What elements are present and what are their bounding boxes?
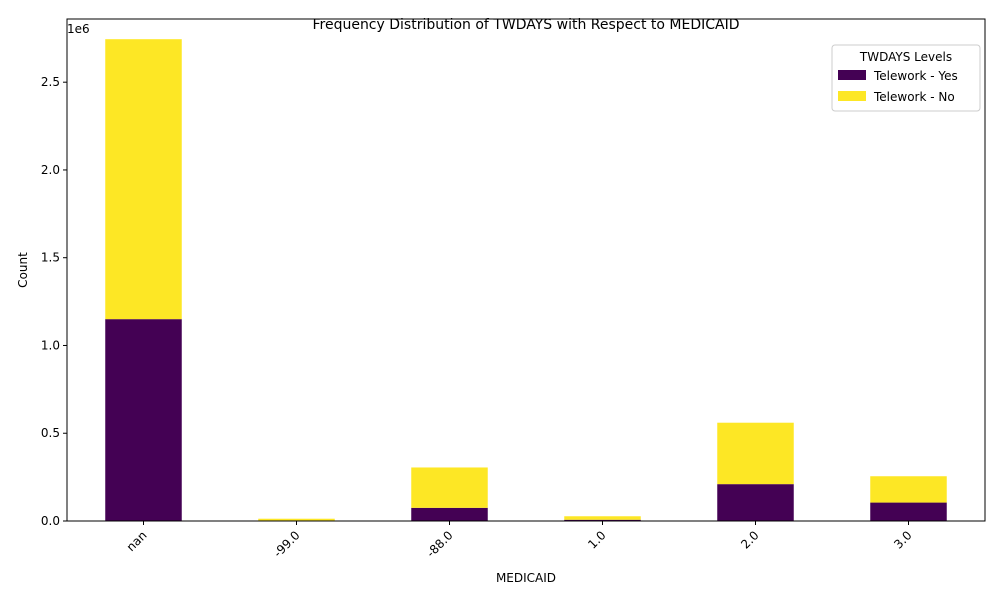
legend-label-telework-no: Telework - No bbox=[873, 90, 955, 104]
y-tick-label: 0.5 bbox=[41, 426, 60, 440]
x-tick-label: -99.0 bbox=[271, 528, 303, 560]
legend-title: TWDAYS Levels bbox=[859, 50, 952, 64]
x-tick-label: -88.0 bbox=[424, 528, 456, 560]
legend: TWDAYS Levels Telework - Yes Telework - … bbox=[831, 44, 981, 112]
y-axis-offset-label: 1e6 bbox=[67, 22, 90, 36]
legend-swatch-telework-no bbox=[838, 91, 866, 101]
bar-telework-yes-0 bbox=[105, 319, 182, 521]
chart-title: Frequency Distribution of TWDAYS with Re… bbox=[312, 17, 739, 33]
bar-telework-no-1 bbox=[258, 518, 335, 521]
bar-telework-no-0 bbox=[105, 39, 182, 320]
plot-area bbox=[105, 39, 947, 521]
bar-telework-yes-5 bbox=[870, 502, 947, 521]
y-tick-label: 1.0 bbox=[41, 338, 60, 352]
bar-telework-no-5 bbox=[870, 476, 947, 503]
bar-telework-yes-2 bbox=[411, 507, 488, 521]
y-tick-label: 2.0 bbox=[41, 163, 60, 177]
x-tick-label: 2.0 bbox=[738, 528, 761, 551]
y-tick-label: 0.0 bbox=[41, 514, 60, 528]
y-axis-ticks: 0.0 0.5 1.0 1.5 2.0 2.5 bbox=[41, 75, 67, 528]
x-axis-label: MEDICAID bbox=[496, 571, 556, 585]
legend-label-telework-yes: Telework - Yes bbox=[873, 69, 958, 83]
bar-telework-yes-4 bbox=[717, 484, 794, 521]
x-tick-label: nan bbox=[124, 528, 150, 554]
bar-telework-no-3 bbox=[564, 516, 641, 520]
plot-frame bbox=[66, 18, 986, 522]
bar-telework-no-2 bbox=[411, 467, 488, 508]
bar-telework-no-4 bbox=[717, 422, 794, 485]
bar-telework-yes-3 bbox=[564, 519, 641, 521]
x-tick-label: 3.0 bbox=[891, 528, 914, 551]
legend-swatch-telework-yes bbox=[838, 70, 866, 80]
y-tick-label: 1.5 bbox=[41, 251, 60, 265]
y-axis-label: Count bbox=[16, 252, 30, 288]
legend-frame bbox=[831, 44, 981, 112]
y-tick-label: 2.5 bbox=[41, 75, 60, 89]
x-axis-ticks: nan -99.0 -88.0 1.0 2.0 3.0 bbox=[124, 521, 915, 560]
x-tick-label: 1.0 bbox=[585, 528, 608, 551]
